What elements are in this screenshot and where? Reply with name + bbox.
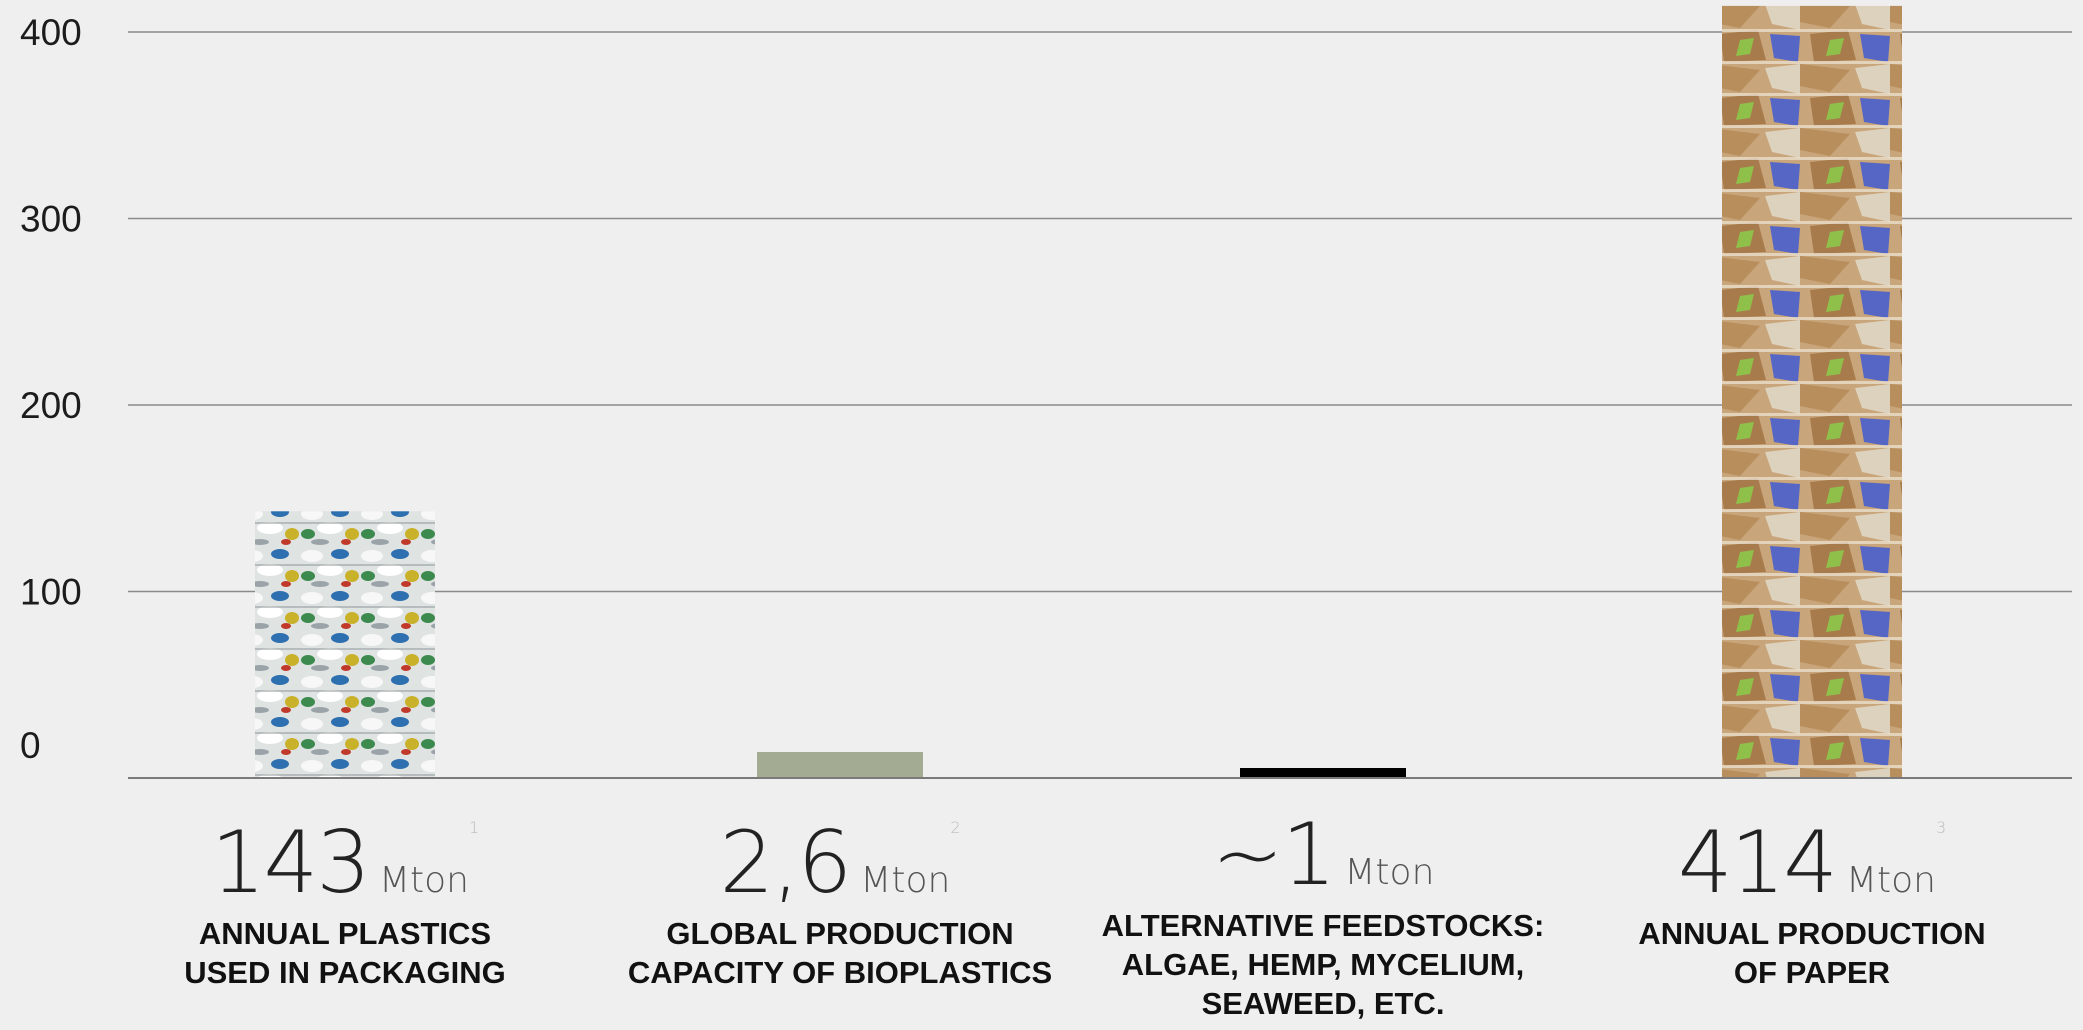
category-label-line: GLOBAL PRODUCTION <box>666 916 1014 951</box>
category-annotation: ~1 Mton ALTERNATIVE FEEDSTOCKS: ALGAE, HEMP… <box>1093 812 1553 1023</box>
category-label: GLOBAL PRODUCTION CAPACITY OF BIOPLASTICS <box>610 914 1070 992</box>
category-label-line: CAPACITY OF BIOPLASTICS <box>627 955 1053 990</box>
value-label: 2,6 Mton2 <box>610 818 1070 907</box>
bar-2 <box>757 752 923 778</box>
value-unit: Mton <box>1344 852 1435 893</box>
y-tick-label: 100 <box>20 572 82 613</box>
bar-1 <box>255 511 435 778</box>
category-label-line: OF PAPER <box>1733 955 1891 990</box>
footnote-ref: 3 <box>1936 818 1947 837</box>
y-tick-label: 300 <box>20 199 82 240</box>
y-tick-label: 0 <box>20 725 41 766</box>
y-tick-label: 200 <box>20 385 82 426</box>
value-unit: Mton <box>1845 860 1936 901</box>
value-label: 414 Mton3 <box>1582 818 2042 907</box>
category-annotation: 143 Mton1 ANNUAL PLASTICS USED IN PACKAGING <box>115 820 575 992</box>
category-label-line: ANNUAL PRODUCTION <box>1638 916 1986 951</box>
category-label-line: SEAWEED, ETC. <box>1201 986 1445 1021</box>
footnote-ref: 2 <box>950 818 961 837</box>
value-label: 143 Mton1 <box>115 818 575 907</box>
category-label-line: ANNUAL PLASTICS <box>198 916 492 951</box>
bar-4 <box>1722 5 1902 778</box>
category-label-line: ALTERNATIVE FEEDSTOCKS: <box>1101 908 1545 943</box>
category-annotation: 414 Mton3 ANNUAL PRODUCTION OF PAPER <box>1582 820 2042 992</box>
bar-3 <box>1240 768 1406 778</box>
category-annotation: 2,6 Mton2 GLOBAL PRODUCTION CAPACITY OF BIO… <box>610 820 1070 992</box>
category-label: ANNUAL PRODUCTION OF PAPER <box>1582 914 2042 992</box>
value-unit: Mton <box>860 860 951 901</box>
value-number: 414 <box>1677 813 1838 913</box>
category-label-line: USED IN PACKAGING <box>184 955 506 990</box>
category-label-line: ALGAE, HEMP, MYCELIUM, <box>1121 947 1525 982</box>
value-unit: Mton <box>378 860 469 901</box>
value-label: ~1 Mton <box>1093 812 1553 898</box>
value-number: 143 <box>210 813 371 913</box>
value-number: ~1 <box>1211 805 1337 905</box>
category-label: ANNUAL PLASTICS USED IN PACKAGING <box>115 914 575 992</box>
category-label: ALTERNATIVE FEEDSTOCKS: ALGAE, HEMP, MYCE… <box>1093 906 1553 1023</box>
y-tick-label: 400 <box>20 12 82 53</box>
footnote-ref: 1 <box>469 818 480 837</box>
value-number: 2,6 <box>719 813 853 913</box>
bar-chart: 0 100 200 300 400 <box>20 5 2072 779</box>
